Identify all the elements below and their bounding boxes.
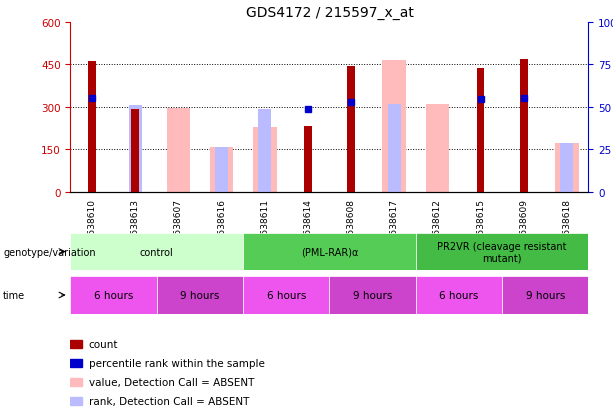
Bar	[70, 277, 157, 314]
Bar	[70, 378, 82, 386]
Bar	[88, 62, 96, 192]
Bar	[210, 148, 234, 192]
Bar	[243, 277, 330, 314]
Bar	[167, 109, 190, 192]
Bar	[253, 128, 276, 192]
Text: 9 hours: 9 hours	[353, 290, 392, 300]
Bar	[304, 127, 312, 192]
Bar	[70, 341, 82, 349]
Bar	[215, 148, 228, 192]
Bar	[383, 61, 406, 192]
Bar	[330, 277, 416, 314]
Bar	[477, 69, 484, 192]
Bar	[70, 233, 243, 271]
Bar	[555, 144, 579, 192]
Text: 9 hours: 9 hours	[525, 290, 565, 300]
Bar	[425, 104, 449, 192]
Bar	[416, 277, 502, 314]
Bar	[243, 233, 416, 271]
Bar	[258, 110, 271, 192]
Text: percentile rank within the sample: percentile rank within the sample	[89, 358, 264, 368]
Text: count: count	[89, 339, 118, 349]
Title: GDS4172 / 215597_x_at: GDS4172 / 215597_x_at	[246, 6, 413, 20]
Text: 9 hours: 9 hours	[180, 290, 219, 300]
Text: value, Detection Call = ABSENT: value, Detection Call = ABSENT	[89, 377, 254, 387]
Bar	[560, 144, 573, 192]
Text: (PML-RAR)α: (PML-RAR)α	[301, 247, 358, 257]
Text: 6 hours: 6 hours	[440, 290, 479, 300]
Bar	[520, 60, 528, 192]
Bar	[502, 277, 588, 314]
Bar	[70, 359, 82, 367]
Text: time: time	[3, 290, 25, 300]
Bar	[416, 233, 588, 271]
Text: genotype/variation: genotype/variation	[3, 247, 96, 257]
Bar	[70, 397, 82, 405]
Bar	[347, 67, 355, 192]
Bar	[131, 110, 139, 192]
Text: 6 hours: 6 hours	[267, 290, 306, 300]
Text: 6 hours: 6 hours	[94, 290, 134, 300]
Text: PR2VR (cleavage resistant
mutant): PR2VR (cleavage resistant mutant)	[438, 241, 567, 263]
Text: rank, Detection Call = ABSENT: rank, Detection Call = ABSENT	[89, 396, 249, 406]
Bar	[157, 277, 243, 314]
Text: control: control	[140, 247, 173, 257]
Bar	[388, 104, 401, 192]
Bar	[129, 106, 142, 192]
